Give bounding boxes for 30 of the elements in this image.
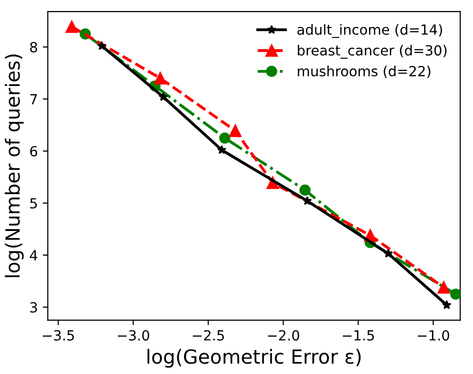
point — [219, 132, 230, 144]
legend-label: adult_income (d=14) — [297, 24, 442, 38]
y-tick-label: 7 — [30, 94, 37, 104]
x-tick-label: −1.0 — [418, 330, 450, 341]
point — [97, 41, 106, 50]
point — [442, 300, 452, 310]
point — [154, 72, 167, 84]
y-tick-label: 8 — [30, 42, 38, 52]
point — [229, 124, 242, 137]
x-tick-label: −3.5 — [42, 330, 74, 341]
legend-label: mushrooms (d=22) — [298, 66, 430, 78]
point — [302, 196, 312, 206]
legend-label: breast_cancer (d=30) — [298, 44, 447, 59]
point — [384, 248, 393, 258]
point — [217, 145, 226, 154]
y-tick-label: 5 — [30, 198, 37, 209]
point — [437, 281, 450, 294]
x-tick-label: −1.5 — [342, 330, 374, 341]
x-tick-label: −2.0 — [268, 330, 300, 341]
y-axis-title: log(Number of queries) — [4, 54, 24, 278]
point — [299, 184, 311, 196]
x-axis-title: log(Geometric Error ε) — [148, 348, 361, 368]
y-tick-label: 4 — [30, 250, 38, 260]
point — [450, 288, 460, 300]
y-tick-label: 6 — [30, 146, 38, 157]
y-tick-label: 3 — [30, 302, 37, 313]
x-tick-label: −2.5 — [192, 330, 224, 341]
point — [158, 92, 168, 101]
x-tick-label: −3.0 — [118, 330, 150, 341]
point — [66, 20, 78, 33]
